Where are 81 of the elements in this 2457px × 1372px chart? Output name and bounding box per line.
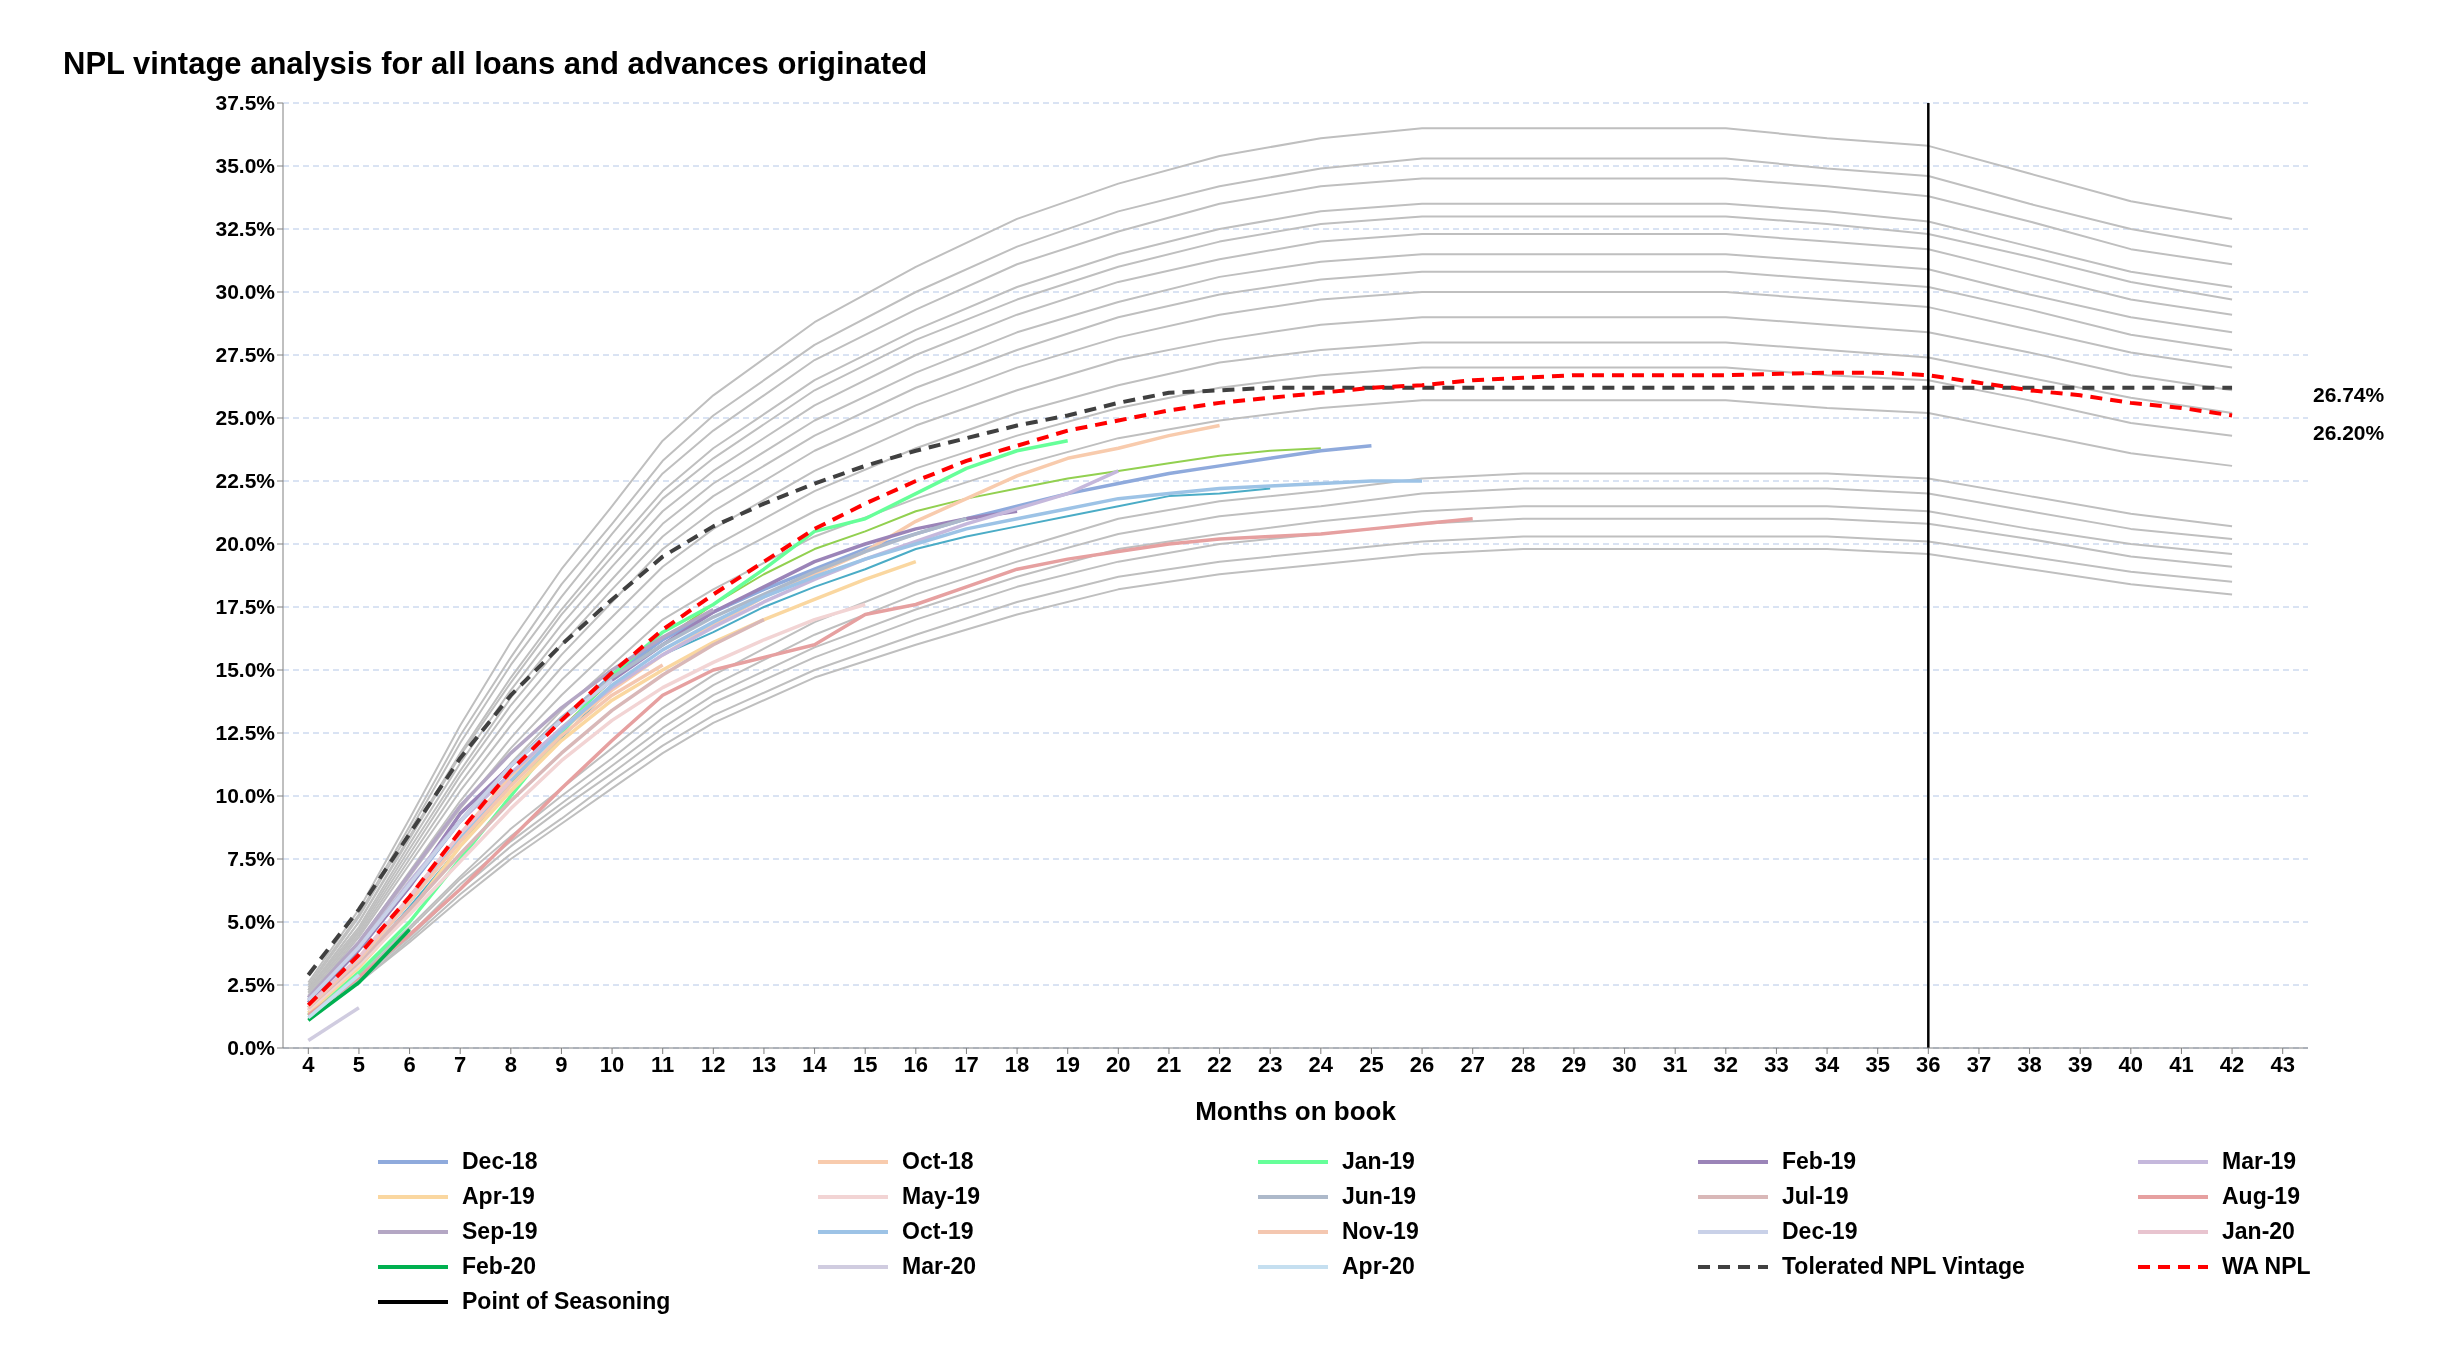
x-tick-label: 25: [1359, 1051, 1384, 1077]
x-tick-label: 32: [1713, 1051, 1739, 1077]
legend-label: Dec-18: [462, 1148, 538, 1175]
legend-label: Dec-19: [1782, 1218, 1858, 1245]
text: 26.74%: [2313, 383, 2385, 407]
legend-label: Jan-20: [2222, 1218, 2295, 1245]
x-tick-label: 36: [1916, 1051, 1941, 1077]
y-tick-label: 12.5%: [215, 721, 276, 745]
legend-label: Jul-19: [1782, 1183, 1849, 1210]
legend-label: May-19: [902, 1183, 980, 1210]
y-tick-label: 15.0%: [215, 658, 276, 682]
x-tick-label: 38: [2017, 1051, 2042, 1077]
x-tick-label: 34: [1814, 1051, 1841, 1077]
text: 26.20%: [2313, 421, 2385, 445]
y-tick-label: 2.5%: [227, 973, 276, 997]
legend-label: Tolerated NPL Vintage: [1782, 1253, 2025, 1280]
x-tick-label: 42: [2219, 1051, 2245, 1077]
legend-label: Aug-19: [2222, 1183, 2300, 1210]
y-tick-label: 25.0%: [215, 406, 276, 430]
y-tick-label: 7.5%: [227, 847, 276, 871]
x-tick-label: 11: [651, 1051, 675, 1077]
x-tick-label: 7: [454, 1051, 467, 1077]
x-tick-label: 33: [1764, 1051, 1789, 1077]
x-tick-label: 13: [751, 1051, 777, 1077]
legend-label: Oct-18: [902, 1148, 974, 1175]
legend-label: Feb-19: [1782, 1148, 1857, 1175]
x-tick-label: 35: [1865, 1051, 1890, 1077]
legend-label: Nov-19: [1342, 1218, 1419, 1245]
legend-label: Apr-20: [1342, 1253, 1415, 1280]
y-tick-label: 30.0%: [215, 280, 276, 304]
x-tick-label: 16: [903, 1051, 929, 1077]
x-tick-label: 23: [1257, 1051, 1283, 1077]
x-tick-label: 9: [555, 1051, 568, 1077]
x-tick-label: 40: [2118, 1051, 2144, 1077]
x-tick-label: 6: [403, 1051, 416, 1077]
x-tick-label: 15: [852, 1051, 878, 1077]
legend-label: Apr-19: [462, 1183, 535, 1210]
x-tick-label: 17: [954, 1051, 979, 1077]
x-tick-label: 26: [1409, 1051, 1435, 1077]
x-tick-label: 20: [1106, 1051, 1131, 1077]
legend-label: WA NPL: [2222, 1253, 2311, 1280]
x-tick-label: 12: [701, 1051, 726, 1077]
x-tick-label: 22: [1207, 1051, 1232, 1077]
x-tick-label: 4: [302, 1051, 316, 1077]
legend-label: Feb-20: [462, 1253, 537, 1280]
x-tick-label: 41: [2169, 1051, 2194, 1077]
y-tick-label: 5.0%: [227, 910, 276, 934]
x-tick-label: 37: [1966, 1051, 1992, 1077]
x-tick-label: 19: [1055, 1051, 1080, 1077]
x-tick-label: 24: [1308, 1051, 1334, 1077]
x-tick-label: 39: [2067, 1051, 2093, 1077]
x-tick-label: 5: [352, 1051, 366, 1077]
x-tick-label: 43: [2270, 1051, 2295, 1077]
x-tick-label: 30: [1612, 1051, 1637, 1077]
x-tick-label: 27: [1460, 1051, 1485, 1077]
y-tick-label: 17.5%: [215, 595, 276, 619]
legend-label: Mar-19: [2222, 1148, 2297, 1175]
x-tick-label: 18: [1004, 1051, 1030, 1077]
x-tick-label: 21: [1156, 1051, 1182, 1077]
x-tick-label: 10: [599, 1051, 625, 1077]
x-tick-label: 8: [504, 1051, 517, 1077]
legend-label: Sep-19: [462, 1218, 538, 1245]
legend-label: Oct-19: [902, 1218, 974, 1245]
legend-label: Mar-20: [902, 1253, 977, 1280]
x-tick-label: 14: [802, 1051, 828, 1077]
chart-title: NPL vintage analysis for all loans and advances originated: [63, 46, 928, 82]
y-tick-label: 0.0%: [227, 1036, 276, 1060]
y-tick-label: 22.5%: [215, 469, 276, 493]
legend-label: Jan-19: [1342, 1148, 1415, 1175]
y-tick-label: 10.0%: [215, 784, 276, 808]
x-axis-title: Months on book: [1195, 1096, 1397, 1126]
x-tick-label: 29: [1561, 1051, 1587, 1077]
legend-label: Jun-19: [1342, 1183, 1417, 1210]
legend-label: Point of Seasoning: [462, 1288, 671, 1315]
y-tick-label: 37.5%: [215, 91, 276, 115]
x-tick-label: 28: [1511, 1051, 1536, 1077]
y-tick-label: 32.5%: [215, 217, 276, 241]
y-tick-label: 35.0%: [215, 154, 276, 178]
y-tick-label: 20.0%: [215, 532, 276, 556]
x-tick-label: 31: [1662, 1051, 1688, 1077]
y-tick-label: 27.5%: [215, 343, 276, 367]
